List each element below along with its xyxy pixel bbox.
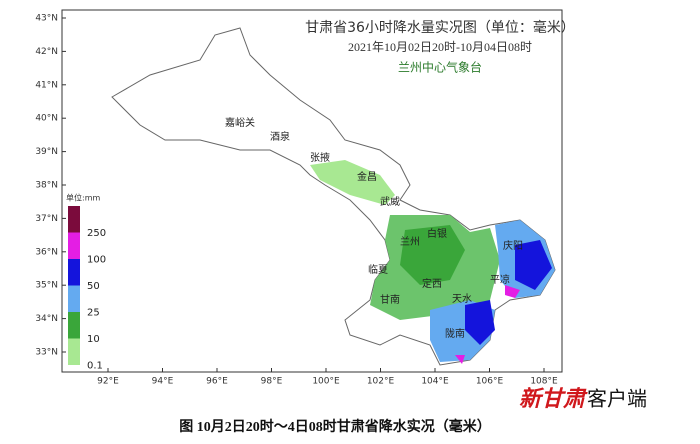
lat-label: 35°N bbox=[35, 281, 58, 291]
city-label: 定西 bbox=[422, 277, 442, 290]
lon-label: 104°E bbox=[421, 377, 449, 387]
lon-label: 100°E bbox=[312, 377, 340, 387]
city-label: 武威 bbox=[380, 195, 400, 208]
watermark-brand: 新甘肃 bbox=[519, 386, 588, 412]
lat-label: 39°N bbox=[35, 147, 58, 157]
legend-label: 100 bbox=[87, 255, 106, 266]
legend-swatch bbox=[68, 232, 80, 259]
legend-label: 10 bbox=[87, 334, 100, 345]
city-label: 陇南 bbox=[445, 327, 465, 340]
rain-area bbox=[465, 300, 495, 345]
lon-label: 98°E bbox=[261, 377, 283, 387]
legend-swatch bbox=[68, 312, 80, 339]
lon-label: 96°E bbox=[206, 377, 228, 387]
lat-label: 40°N bbox=[35, 114, 58, 124]
lat-label: 41°N bbox=[35, 80, 58, 90]
city-label: 白银 bbox=[427, 227, 447, 240]
rain-area bbox=[455, 285, 520, 364]
lat-label: 33°N bbox=[35, 348, 58, 358]
legend-swatch bbox=[68, 206, 80, 233]
legend-label: 50 bbox=[87, 281, 100, 292]
city-label: 酒泉 bbox=[270, 130, 290, 143]
city-label: 甘南 bbox=[380, 293, 400, 306]
legend-title: 单位:mm bbox=[66, 193, 100, 203]
lon-label: 92°E bbox=[97, 377, 119, 387]
lon-label: 94°E bbox=[152, 377, 174, 387]
lat-label: 34°N bbox=[35, 314, 58, 324]
lat-label: 37°N bbox=[35, 214, 58, 224]
city-label: 平凉 bbox=[490, 273, 510, 286]
city-label: 金昌 bbox=[357, 170, 377, 183]
lon-label: 102°E bbox=[367, 377, 395, 387]
caption: 图 10月2日20时～4日08时甘肃省降水实况（毫米） bbox=[179, 418, 491, 435]
map-org: 兰州中心气象台 bbox=[398, 60, 482, 75]
city-label: 天水 bbox=[452, 293, 472, 305]
legend-swatch bbox=[68, 259, 80, 286]
map-title: 甘肃省36小时降水量实况图（单位：毫米） bbox=[305, 19, 575, 36]
lat-labels: 43°N 42°N 41°N 40°N 39°N 38°N 37°N 36°N 35°N 34°N… bbox=[35, 14, 66, 358]
legend-label: 25 bbox=[87, 308, 100, 319]
city-label: 张掖 bbox=[310, 151, 330, 164]
watermark-suffix: 客户端 bbox=[587, 387, 647, 411]
lat-label: 38°N bbox=[35, 181, 58, 191]
map-subtitle: 2021年10月02日20时-10月04日08时 bbox=[348, 40, 532, 54]
lon-label: 108°E bbox=[530, 377, 558, 387]
lon-labels: 92°E 94°E 96°E 98°E 100°E 102°E 104°E 106°E 108°… bbox=[97, 368, 558, 387]
lon-label: 106°E bbox=[476, 377, 504, 387]
city-label: 庆阳 bbox=[503, 239, 523, 252]
rain-area bbox=[400, 225, 465, 285]
city-label: 临夏 bbox=[368, 263, 388, 276]
rain-area bbox=[310, 160, 395, 205]
lat-label: 36°N bbox=[35, 247, 58, 257]
lat-label: 43°N bbox=[35, 14, 58, 24]
legend-swatch bbox=[68, 285, 80, 312]
city-label: 兰州 bbox=[400, 235, 420, 248]
legend: 单位:mm 250 100 50 25 10 0.1 bbox=[66, 193, 106, 372]
legend-label: 250 bbox=[87, 228, 106, 239]
city-label: 嘉峪关 bbox=[225, 116, 255, 129]
rain-area bbox=[515, 240, 552, 290]
legend-label: 0.1 bbox=[87, 361, 103, 372]
lat-label: 42°N bbox=[35, 47, 58, 57]
legend-swatch bbox=[68, 338, 80, 365]
